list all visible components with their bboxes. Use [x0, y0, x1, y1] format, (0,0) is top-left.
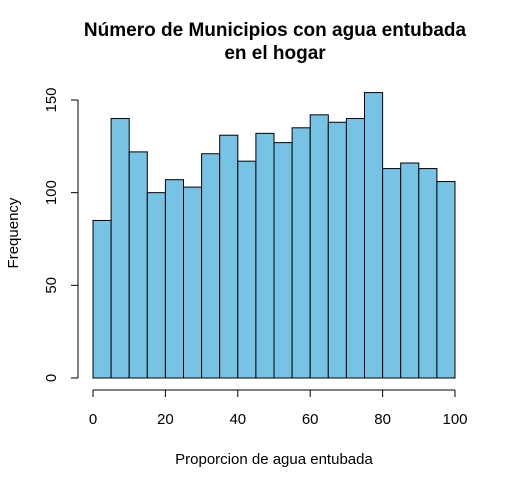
histogram-bar: [237, 160, 257, 379]
histogram-bar: [201, 153, 221, 379]
x-axis: 0 20 40 60 80 100: [89, 389, 468, 428]
chart-title-line-2: en el hogar: [224, 43, 326, 64]
histogram-bar: [327, 121, 347, 379]
x-tick-label: 100: [442, 411, 467, 428]
histogram-bar: [219, 134, 239, 379]
x-tick-label: 80: [374, 411, 391, 428]
x-tick-label: 40: [229, 411, 246, 428]
histogram-bar: [309, 114, 329, 379]
histogram-bar: [128, 151, 148, 379]
histogram-bar: [382, 168, 402, 379]
histogram-bar: [164, 179, 184, 379]
histogram-bar: [92, 219, 112, 379]
x-tick-label: 20: [157, 411, 174, 428]
histogram-bar: [273, 142, 293, 379]
y-tick-label: 150: [43, 87, 60, 112]
y-axis: 0 50 100 150: [43, 87, 79, 382]
y-tick-label: 50: [43, 277, 60, 294]
x-tick-label: 60: [302, 411, 319, 428]
y-tick-label: 100: [43, 180, 60, 205]
histogram-bar: [146, 192, 166, 379]
histogram-bar: [110, 118, 130, 379]
histogram-bar: [345, 118, 365, 379]
histogram-bar: [418, 168, 438, 379]
chart-title-line-1: Número de Municipios con agua entubada: [84, 20, 467, 41]
histogram-bar: [400, 162, 420, 379]
y-axis-label: Frequency: [5, 197, 22, 268]
histogram-bar: [364, 92, 384, 379]
histogram-bar: [291, 127, 311, 379]
x-tick-label: 0: [89, 411, 97, 428]
histogram-bar: [436, 181, 456, 379]
bars-group: [92, 92, 456, 379]
y-tick-label: 0: [43, 374, 60, 382]
x-axis-label: Proporcion de agua entubada: [175, 451, 373, 468]
histogram-bar: [183, 186, 203, 379]
histogram-bar: [255, 132, 275, 379]
